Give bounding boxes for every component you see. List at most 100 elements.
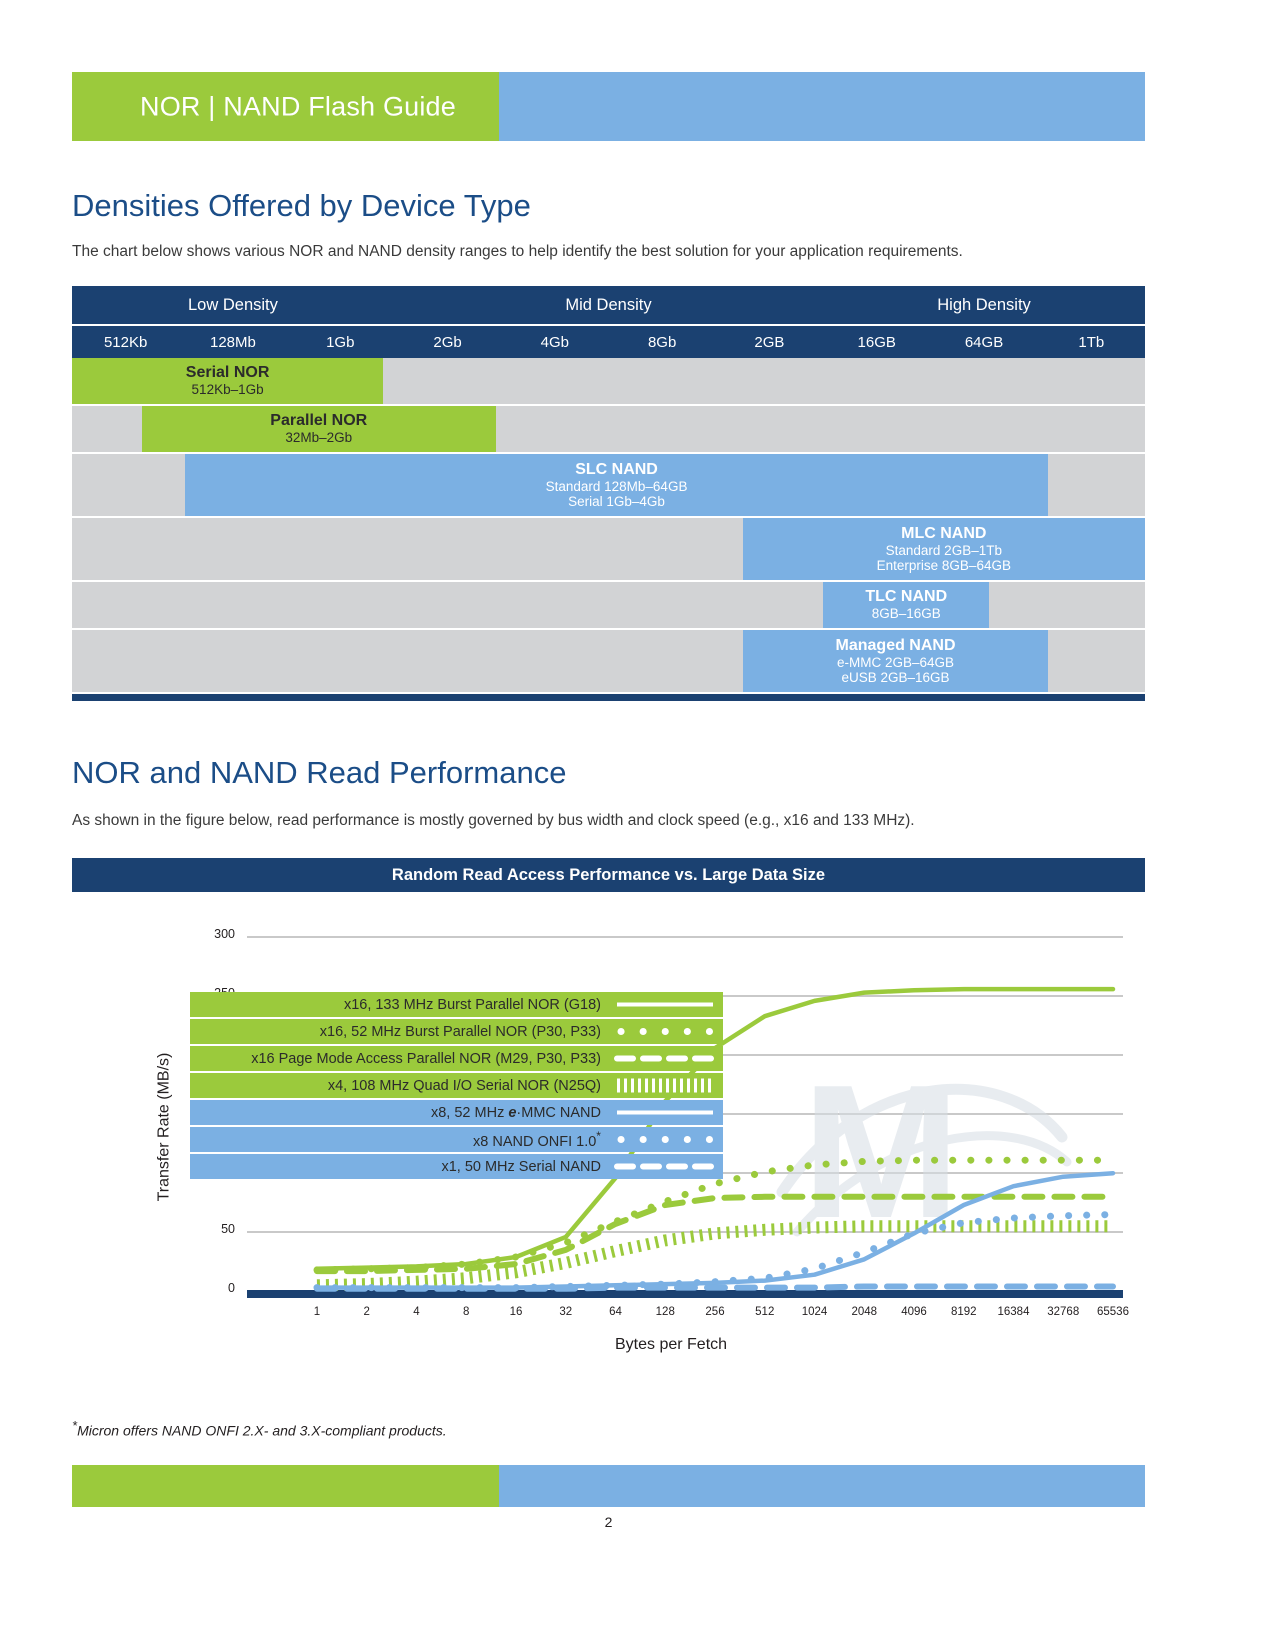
series-line (316, 1220, 1113, 1292)
density-bar-range: Standard 128Mb–64GB (545, 478, 688, 494)
series-line (313, 1211, 1117, 1292)
density-chart: Low Density Mid Density High Density 512Kb 1… (72, 286, 1145, 701)
x-axis-tick-label: 2 (363, 1306, 370, 1318)
y-axis-tick-label: 0 (228, 1281, 235, 1295)
x-axis-tick-label: 65536 (1097, 1306, 1129, 1318)
section-heading-performance: NOR and NAND Read Performance (72, 755, 567, 790)
x-axis-tick-label: 16 (509, 1306, 523, 1318)
y-axis-tick-label: 50 (221, 1222, 235, 1236)
density-chart-baseline (72, 694, 1145, 701)
density-tick-row: 512Kb 128Mb 1Gb 2Gb 4Gb 8Gb 2GB 16GB 64GB 1Tb (72, 326, 1145, 358)
legend-item[interactable]: x8 NAND ONFI 1.0* (190, 1127, 723, 1152)
x-axis-label: Bytes per Fetch (615, 1336, 728, 1353)
density-bar-range: 512Kb–1Gb (191, 382, 264, 398)
series-line (314, 1283, 1116, 1292)
density-tick-label: 2Gb (433, 333, 462, 351)
density-bar-range: e-MMC 2GB–64GB (837, 654, 955, 670)
series-line (314, 1193, 1116, 1275)
density-bar-range: Serial 1Gb–4Gb (568, 493, 665, 509)
legend-item[interactable]: x16, 133 MHz Burst Parallel NOR (G18) (190, 992, 723, 1017)
legend-item-label: x4, 108 MHz Quad I/O Serial NOR (N25Q) (327, 1077, 601, 1094)
legend-item-swatch (613, 1154, 723, 1179)
section-intro-performance: As shown in the figure below, read perfo… (72, 812, 915, 829)
density-tick-label: 4Gb (540, 333, 570, 351)
density-tick-label: 1Gb (326, 333, 355, 351)
density-tick-label: 128Mb (210, 333, 256, 351)
density-bar-name: MLC NAND (901, 524, 987, 542)
density-tick-label: 8Gb (647, 333, 677, 351)
footer-band (72, 1465, 1145, 1507)
legend-item-swatch (613, 1073, 723, 1098)
footnote-text: Micron offers NAND ONFI 2.X- and 3.X-com… (77, 1422, 447, 1439)
page-title: NOR | NAND Flash Guide (140, 91, 456, 121)
density-bar[interactable]: MLC NAND Standard 2GB–1Tb Enterprise 8GB–6… (742, 518, 1145, 580)
x-axis-tick-label: 8192 (950, 1306, 977, 1318)
density-bar-name: Serial NOR (185, 364, 270, 382)
x-axis-tick-label: 1024 (801, 1306, 828, 1318)
x-axis-tick-label: 1 (313, 1306, 321, 1318)
x-axis-tick-label: 512 (755, 1306, 775, 1318)
footer-green-block (72, 1465, 499, 1507)
gridline (247, 1231, 1123, 1233)
density-row: Managed NAND e-MMC 2GB–64GB eUSB 2GB–16GB (72, 630, 1145, 694)
performance-chart-title: Random Read Access Performance vs. Large… (72, 858, 1145, 892)
legend-item-swatch (613, 992, 723, 1017)
density-row: SLC NAND Standard 128Mb–64GB Serial 1Gb–4G… (72, 454, 1145, 518)
x-axis-tick-label: 4 (413, 1306, 420, 1318)
density-bar-name: TLC NAND (865, 588, 948, 606)
density-group-label: Low Density (188, 295, 278, 314)
footnote: *Micron offers NAND ONFI 2.X- and 3.X-co… (72, 1418, 447, 1439)
density-bar-range: 8GB–16GB (871, 606, 941, 622)
density-bar-range: eUSB 2GB–16GB (841, 669, 950, 685)
density-tick-label: 2GB (754, 333, 785, 351)
x-axis-tick-label: 256 (705, 1306, 725, 1318)
plot-area: Transfer Rate (MB/s)050100150200250300M1… (72, 892, 1145, 1362)
x-axis-tick-label: 4096 (901, 1306, 927, 1318)
legend-item[interactable]: x16 Page Mode Access Parallel NOR (M29, … (190, 1046, 723, 1071)
performance-chart: Random Read Access Performance vs. Large… (72, 858, 1145, 1362)
x-axis-tick-label: 16384 (997, 1306, 1030, 1318)
y-axis-tick-label: 300 (214, 927, 235, 941)
density-bar-range: Enterprise 8GB–64GB (876, 557, 1011, 573)
section-heading-densities: Densities Offered by Device Type (72, 188, 531, 223)
density-bar[interactable]: SLC NAND Standard 128Mb–64GB Serial 1Gb–4G… (184, 454, 1049, 516)
legend-item[interactable]: x1, 50 MHz Serial NAND (190, 1154, 723, 1179)
legend-item-swatch (613, 1019, 723, 1044)
density-tick-label: 64GB (964, 333, 1004, 351)
legend-item-label: x16, 133 MHz Burst Parallel NOR (G18) (343, 996, 601, 1013)
x-axis-tick-label: 32 (559, 1306, 573, 1318)
density-bar[interactable]: Serial NOR 512Kb–1Gb (72, 358, 384, 404)
legend-item-swatch (613, 1100, 723, 1125)
x-axis-tick-label: 8 (463, 1306, 470, 1318)
legend-item-swatch (613, 1127, 723, 1152)
density-tick-label: 1Tb (1078, 333, 1105, 351)
density-row: TLC NAND 8GB–16GB (72, 582, 1145, 630)
legend-item-label: x16, 52 MHz Burst Parallel NOR (P30, P33… (319, 1023, 601, 1040)
density-bar[interactable]: TLC NAND 8GB–16GB (823, 582, 990, 628)
x-axis-baseline (247, 1290, 1123, 1298)
density-bar-name: Managed NAND (835, 636, 956, 654)
legend-item[interactable]: x8, 52 MHz e·MMC NAND (190, 1100, 723, 1125)
density-bar[interactable]: Parallel NOR 32Mb–2Gb (141, 406, 496, 452)
density-group-label: Mid Density (565, 295, 652, 314)
header-green-block (72, 72, 499, 141)
chart-legend: x16, 133 MHz Burst Parallel NOR (G18) x16… (190, 992, 723, 1181)
legend-item-label: x16 Page Mode Access Parallel NOR (M29, … (251, 1050, 601, 1067)
density-row: Serial NOR 512Kb–1Gb (72, 358, 1145, 406)
header-band: NOR | NAND Flash Guide (72, 72, 1145, 141)
legend-item[interactable]: x16, 52 MHz Burst Parallel NOR (P30, P33… (190, 1019, 723, 1044)
legend-item[interactable]: x4, 108 MHz Quad I/O Serial NOR (N25Q) (190, 1073, 723, 1098)
density-tick-label: 16GB (857, 333, 896, 351)
density-bar-range: Standard 2GB–1Tb (885, 542, 1002, 558)
legend-item-swatch (613, 1046, 723, 1071)
footnote-marker: * (72, 1418, 78, 1433)
density-tick-label: 512Kb (103, 333, 148, 351)
section-intro-densities: The chart below shows various NOR and NA… (72, 243, 963, 260)
density-row: Parallel NOR 32Mb–2Gb (72, 406, 1145, 454)
density-bar-range: 32Mb–2Gb (285, 430, 353, 446)
density-bar-name: Parallel NOR (270, 412, 368, 430)
legend-item-label: x8, 52 MHz e·MMC NAND (430, 1104, 601, 1121)
density-bar[interactable]: Managed NAND e-MMC 2GB–64GB eUSB 2GB–16GB (742, 630, 1049, 692)
legend-item-label: x8 NAND ONFI 1.0* (473, 1129, 601, 1150)
x-axis-tick-label: 128 (655, 1306, 675, 1318)
